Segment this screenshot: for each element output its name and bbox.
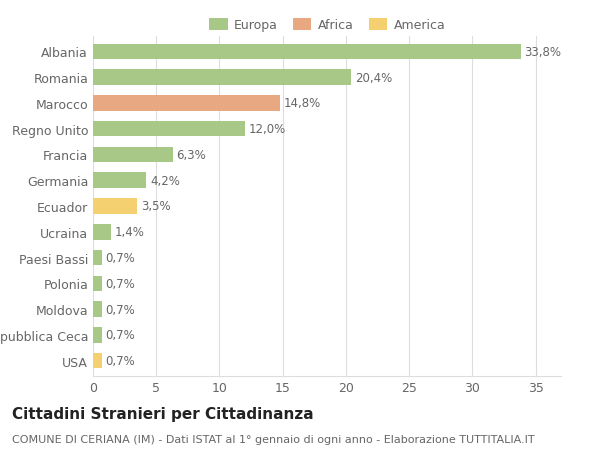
Text: COMUNE DI CERIANA (IM) - Dati ISTAT al 1° gennaio di ogni anno - Elaborazione TU: COMUNE DI CERIANA (IM) - Dati ISTAT al 1… (12, 434, 535, 444)
Bar (93, 276, 102, 291)
Bar (93, 302, 102, 317)
Text: 0,7%: 0,7% (106, 277, 136, 290)
Bar (93, 250, 102, 266)
Bar (93, 122, 245, 137)
Bar (93, 96, 280, 112)
Text: 1,4%: 1,4% (115, 226, 145, 239)
Text: 20,4%: 20,4% (355, 72, 392, 84)
Text: 3,5%: 3,5% (141, 200, 170, 213)
Bar (93, 147, 173, 163)
Text: 6,3%: 6,3% (176, 149, 206, 162)
Bar (93, 45, 521, 60)
Bar (93, 70, 351, 86)
Text: 14,8%: 14,8% (284, 97, 321, 110)
Bar (93, 224, 111, 240)
Bar (93, 173, 146, 189)
Legend: Europa, Africa, America: Europa, Africa, America (209, 19, 445, 32)
Text: 33,8%: 33,8% (524, 46, 562, 59)
Text: 0,7%: 0,7% (106, 252, 136, 264)
Text: Cittadini Stranieri per Cittadinanza: Cittadini Stranieri per Cittadinanza (12, 406, 314, 421)
Text: 0,7%: 0,7% (106, 354, 136, 367)
Text: 0,7%: 0,7% (106, 329, 136, 341)
Bar (93, 353, 102, 369)
Text: 0,7%: 0,7% (106, 303, 136, 316)
Text: 12,0%: 12,0% (248, 123, 286, 136)
Text: 4,2%: 4,2% (150, 174, 180, 187)
Bar (93, 199, 137, 214)
Bar (93, 327, 102, 343)
